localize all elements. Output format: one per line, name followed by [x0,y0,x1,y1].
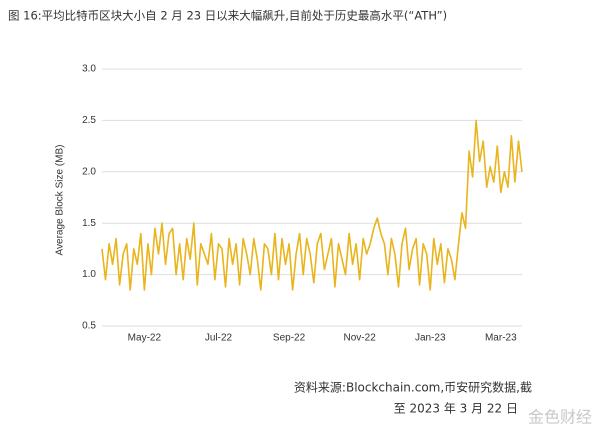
y-tick-label: 0.5 [82,321,96,332]
y-tick-label: 1.5 [82,218,96,229]
source-note: 资料来源:Blockchain.com,币安研究数据,截 [294,380,532,395]
source-note: 至 2023 年 3 月 22 日 [394,402,518,416]
x-tick-label: Nov-22 [344,333,377,344]
x-tick-label: Mar-23 [485,333,517,344]
y-tick-label: 3.0 [82,64,96,75]
data-line [101,119,523,291]
y-tick-label: 1.0 [82,269,96,280]
x-tick-label: Jul-22 [205,333,233,344]
y-axis-label: Average Block Size (MB) [55,145,66,256]
y-tick-label: 2.5 [82,115,96,126]
x-tick-label: Sep-22 [273,333,306,344]
x-tick-label: Jan-23 [415,333,446,344]
chart-title: 图 16:平均比特币区块大小自 2 月 23 日以来大幅飙升,目前处于历史最高水… [8,9,447,23]
x-tick-label: May-22 [128,333,162,344]
y-tick-label: 2.0 [82,166,96,177]
watermark: 金色财经 [528,408,592,427]
